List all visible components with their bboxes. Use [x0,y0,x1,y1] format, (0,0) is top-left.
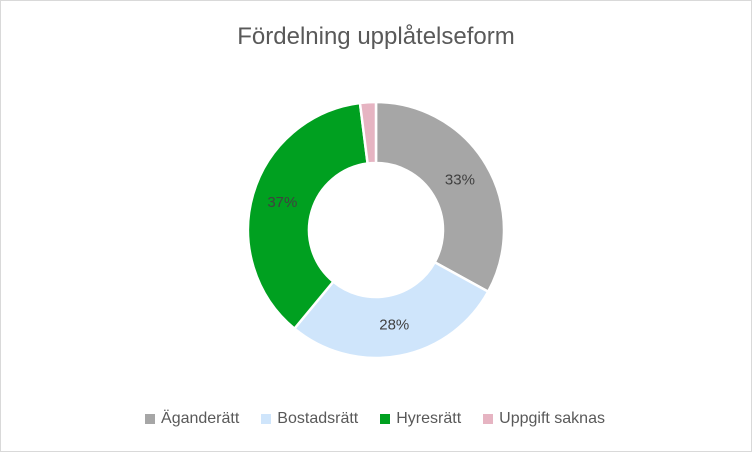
data-label: 33% [445,171,475,188]
slice-bostadsrätt [292,260,490,360]
slices-group [246,100,506,360]
legend-swatch [483,414,494,424]
legend: Äganderätt Bostadsrätt Hyresrätt Uppgift sa… [0,410,750,428]
legend-label: Hyresrätt [396,410,462,427]
slice-hyresrätt [246,101,369,331]
data-label: 37% [267,194,297,211]
legend-swatch [261,414,272,424]
legend-label: Bostadsrätt [277,410,359,427]
legend-swatch [380,414,391,424]
data-label: 28% [379,317,409,334]
legend-item: Uppgift saknas [483,410,605,428]
data-labels-group: 33% 28% 37% [267,171,475,333]
legend-label: Uppgift saknas [499,410,605,427]
legend-label: Äganderätt [161,410,240,427]
legend-item: Äganderätt [145,410,239,428]
legend-item: Hyresrätt [380,410,461,428]
legend-swatch [145,414,156,424]
legend-item: Bostadsrätt [261,410,358,428]
slice-uppgift-saknas [358,100,378,165]
slice-äganderätt [374,100,506,294]
chart-title: Fördelning upplåtelseform [237,23,515,50]
